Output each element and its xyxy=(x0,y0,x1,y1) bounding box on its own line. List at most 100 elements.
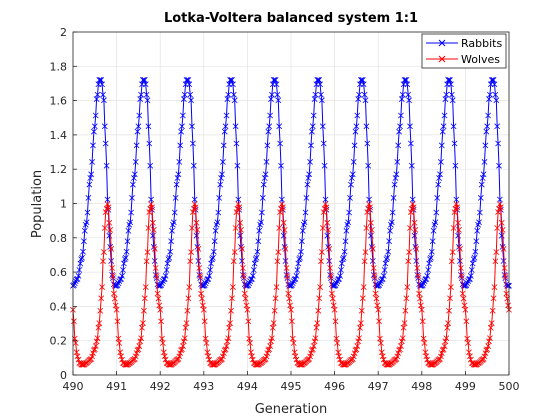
data-point xyxy=(180,343,186,349)
data-point xyxy=(317,81,323,88)
y-tick-label: 0.2 xyxy=(50,335,68,348)
data-point xyxy=(463,318,470,325)
y-tick-label: 0.6 xyxy=(50,266,68,279)
data-point xyxy=(501,265,508,271)
data-point xyxy=(279,204,286,211)
data-point xyxy=(268,96,274,102)
data-point xyxy=(185,295,192,302)
data-point xyxy=(368,219,374,226)
data-point xyxy=(150,227,157,233)
data-point xyxy=(229,77,235,83)
data-point xyxy=(188,249,194,255)
data-point xyxy=(380,356,387,363)
data-point xyxy=(77,260,84,267)
data-point xyxy=(461,302,468,309)
data-point xyxy=(481,353,488,360)
data-point xyxy=(299,227,306,234)
data-point xyxy=(162,356,169,363)
data-point xyxy=(180,112,186,119)
data-point xyxy=(91,123,98,130)
data-point xyxy=(277,140,283,147)
y-tick-label: 0.8 xyxy=(50,232,68,245)
data-point xyxy=(250,273,256,279)
data-point xyxy=(376,318,382,325)
data-point xyxy=(377,335,383,342)
data-point xyxy=(385,361,392,368)
data-point xyxy=(484,123,491,130)
data-point xyxy=(391,181,398,188)
data-point xyxy=(358,320,364,326)
data-point xyxy=(326,258,333,264)
data-point xyxy=(310,112,317,119)
data-point xyxy=(450,225,457,231)
data-point xyxy=(457,246,463,252)
data-point xyxy=(341,248,348,255)
data-point xyxy=(432,219,439,226)
data-point xyxy=(99,81,105,88)
data-point xyxy=(216,195,223,201)
data-point xyxy=(231,97,238,104)
data-point xyxy=(104,196,111,203)
data-point xyxy=(394,353,401,360)
data-point xyxy=(245,318,252,325)
data-point xyxy=(309,346,316,353)
data-point xyxy=(419,318,426,325)
data-point xyxy=(400,324,407,331)
data-point xyxy=(193,219,200,226)
data-point xyxy=(402,77,409,83)
data-point xyxy=(406,249,412,255)
data-point xyxy=(324,219,331,226)
data-point xyxy=(403,295,410,302)
data-point xyxy=(236,204,243,211)
data-point xyxy=(396,128,402,135)
data-point xyxy=(103,162,110,169)
data-point xyxy=(378,340,384,346)
data-point xyxy=(255,238,262,245)
data-point xyxy=(388,219,395,226)
data-point xyxy=(305,175,312,181)
data-point xyxy=(177,142,184,149)
x-axis-label: Generation xyxy=(255,402,328,417)
data-point xyxy=(139,324,145,331)
data-point xyxy=(148,201,154,207)
data-point xyxy=(271,307,278,314)
data-point xyxy=(350,353,357,360)
data-point xyxy=(286,295,293,302)
data-point xyxy=(197,273,204,279)
data-point xyxy=(332,318,339,325)
data-point xyxy=(293,356,300,363)
x-tick-label: 499 xyxy=(455,380,476,393)
data-point xyxy=(483,128,490,135)
data-point xyxy=(298,248,304,255)
data-point xyxy=(329,290,335,297)
data-point xyxy=(490,295,497,302)
data-point xyxy=(431,360,438,366)
data-point xyxy=(370,265,377,271)
data-point xyxy=(428,248,435,255)
data-point xyxy=(412,244,419,250)
data-point xyxy=(462,306,469,313)
data-point xyxy=(203,340,210,346)
data-point xyxy=(226,324,233,331)
data-point xyxy=(198,290,204,297)
data-point xyxy=(418,306,425,313)
data-point xyxy=(489,77,496,83)
data-point xyxy=(127,219,134,226)
data-point xyxy=(233,209,240,215)
data-point xyxy=(298,361,304,368)
data-point xyxy=(306,171,313,178)
data-point xyxy=(394,159,401,165)
data-point xyxy=(399,335,406,342)
data-point xyxy=(118,353,124,360)
legend-rabbits-marker xyxy=(438,39,446,47)
data-point xyxy=(366,196,372,203)
data-point xyxy=(100,91,106,98)
data-point xyxy=(267,343,273,349)
data-point xyxy=(500,246,507,252)
data-point xyxy=(270,320,277,326)
data-point xyxy=(178,128,184,135)
data-point xyxy=(239,258,245,264)
data-point xyxy=(354,343,361,349)
data-point xyxy=(371,273,378,279)
